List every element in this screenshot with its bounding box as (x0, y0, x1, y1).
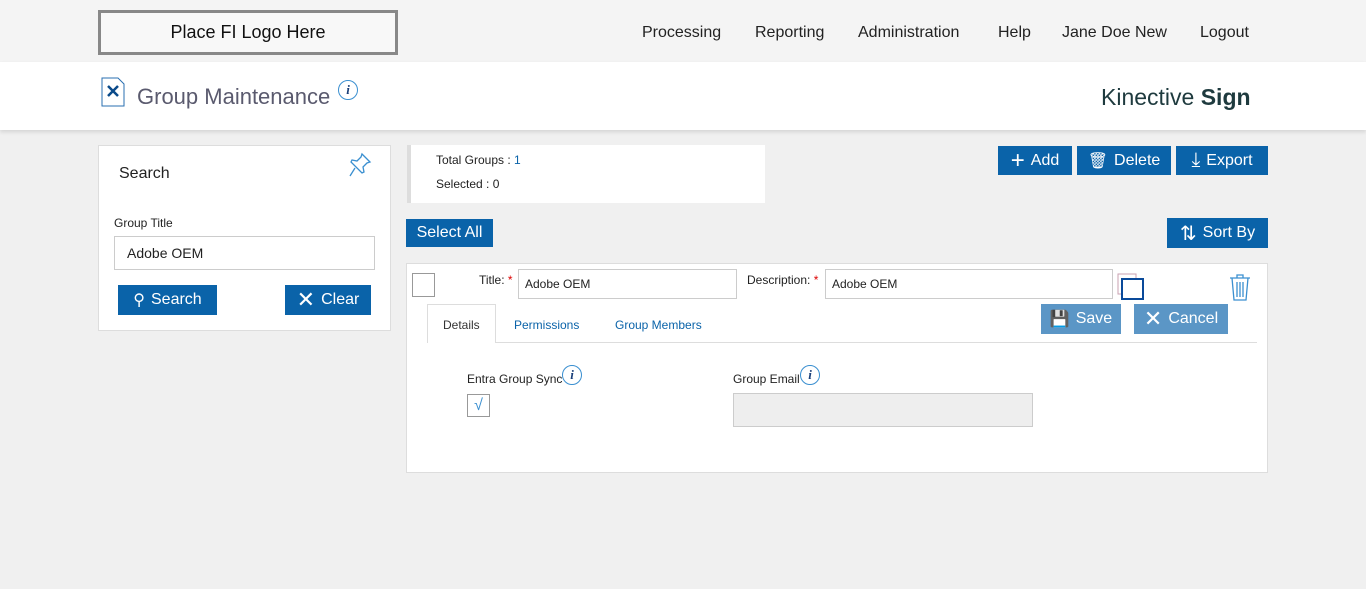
info-icon[interactable]: i (562, 365, 582, 385)
entra-group-sync-label: Entra Group Sync (467, 372, 563, 386)
group-select-checkbox[interactable] (412, 273, 435, 297)
description-input[interactable]: Adobe OEM (825, 269, 1113, 299)
group-title-label: Group Title (114, 216, 173, 230)
plus-icon: + (1010, 146, 1025, 174)
group-email-label: Group Email (733, 372, 800, 386)
info-icon[interactable]: i (800, 365, 820, 385)
save-button[interactable]: 💾 Save (1041, 304, 1121, 334)
info-icon[interactable]: i (338, 80, 358, 100)
page-header (0, 62, 1366, 130)
cancel-button[interactable]: ✕ Cancel (1134, 304, 1228, 334)
total-groups: 1 (514, 153, 521, 167)
trash-icon[interactable] (1229, 273, 1251, 301)
clear-button[interactable]: ✕ Clear (285, 285, 371, 315)
add-button[interactable]: + Add (998, 146, 1072, 175)
select-all-button[interactable]: Select All (406, 219, 493, 247)
selected-count: 0 (492, 177, 500, 191)
close-icon: ✕ (296, 287, 316, 312)
nav-user[interactable]: Jane Doe New (1062, 24, 1167, 41)
nav-logout[interactable]: Logout (1200, 24, 1249, 41)
tab-permissions[interactable]: Permissions (514, 318, 580, 332)
description-label: Description: * (747, 273, 819, 287)
nav-help[interactable]: Help (998, 24, 1031, 41)
delete-button[interactable]: 🗑 Delete (1077, 146, 1171, 175)
search-icon: ⚲ (133, 292, 145, 309)
nav-administration[interactable]: Administration (858, 24, 960, 41)
group-email-input[interactable] (733, 393, 1033, 427)
search-button[interactable]: ⚲ Search (118, 285, 217, 315)
sort-icon: ⇅ (1179, 222, 1197, 245)
trash-icon: 🗑 (1087, 152, 1109, 170)
group-title-input[interactable]: Adobe OEM (114, 236, 375, 270)
tab-divider (496, 342, 1257, 343)
entra-group-sync-checkbox[interactable]: √ (467, 394, 490, 417)
sort-by-button[interactable]: ⇅ Sort By (1167, 218, 1268, 248)
nav-reporting[interactable]: Reporting (755, 24, 825, 41)
document-tools-icon (101, 77, 125, 107)
page-title: Group Maintenance (137, 84, 331, 109)
logo: Place FI Logo Here (98, 10, 398, 55)
brand-logo: Kinective Sign (1101, 84, 1251, 110)
nav-processing[interactable]: Processing (642, 24, 722, 41)
tab-group-members[interactable]: Group Members (615, 318, 702, 332)
copy-icon[interactable] (1117, 273, 1145, 301)
close-icon: ✕ (1143, 306, 1163, 331)
title-label: Title: * (479, 273, 513, 287)
download-icon: ⤓ (1191, 149, 1201, 171)
export-button[interactable]: ⤓ Export (1176, 146, 1268, 175)
pin-icon[interactable] (348, 152, 372, 178)
search-panel-title: Search (119, 165, 170, 182)
title-input[interactable]: Adobe OEM (518, 269, 737, 299)
tab-details-label[interactable]: Details (443, 318, 480, 332)
tab-details[interactable] (427, 304, 496, 343)
summary-panel: Total Groups : 1 Selected : 0 (407, 145, 765, 203)
save-icon: 💾 (1049, 311, 1070, 328)
